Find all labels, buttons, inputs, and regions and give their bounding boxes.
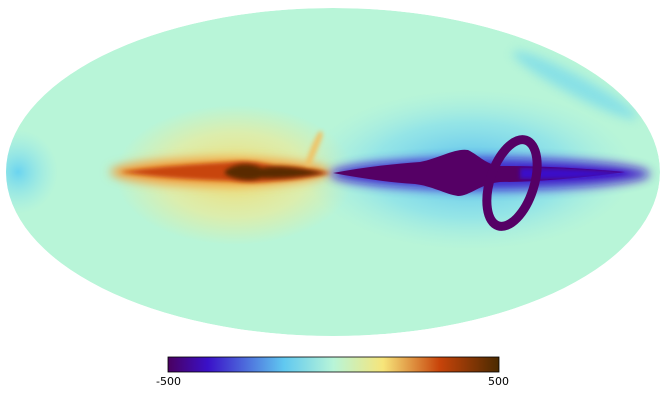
cool-band-core <box>333 149 625 196</box>
warm-band-dark <box>225 164 325 181</box>
warm-plume <box>305 131 323 166</box>
colorbar <box>167 356 500 373</box>
left-edge-patch <box>6 130 58 214</box>
ring-loop <box>482 135 542 231</box>
upper-right-streak <box>513 50 637 120</box>
sky-projection <box>6 8 660 336</box>
colorbar-max-label: 500 <box>488 375 509 388</box>
colorbar-min-label: -500 <box>156 375 181 388</box>
cool-band-tip <box>520 168 632 180</box>
